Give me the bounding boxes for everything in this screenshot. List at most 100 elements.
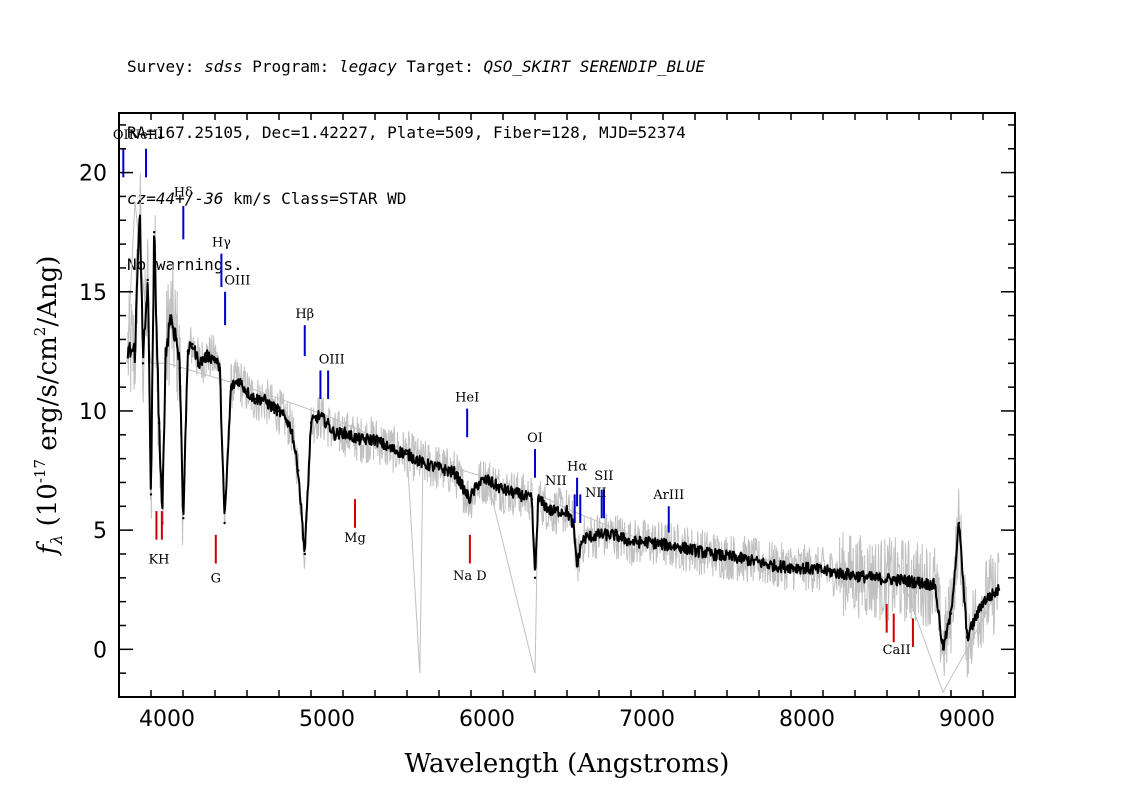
spectrum-point: [572, 524, 575, 527]
spectrum-point: [186, 350, 189, 353]
spectrum-point: [677, 545, 681, 548]
target-value: QSO_SKIRT SERENDIP_BLUE: [483, 57, 706, 76]
spectrum-point: [290, 428, 293, 432]
spectrum-point: [597, 533, 601, 537]
spectral-line-label: G: [211, 572, 221, 587]
survey-label: Survey:: [127, 57, 195, 76]
spectrum-point: [957, 521, 961, 525]
spectrum-point: [138, 200, 141, 203]
spectrum-point: [245, 390, 249, 394]
spectrum-point: [405, 452, 409, 456]
spectrum-point: [485, 478, 489, 482]
spectrum-point: [157, 421, 161, 425]
spectrum-point: [709, 552, 713, 556]
spectral-line-label: OIII: [319, 352, 345, 367]
spectral-line-label: NII: [545, 474, 567, 489]
header-line-coordinates: RA=167.25105, Dec=1.42227, Plate=509, Fi…: [127, 123, 686, 142]
axis-ticks: 4000 5000 6000 7000 8000 9000 0 5 10 15 20: [79, 113, 1015, 732]
spectral-line-label: NII: [585, 486, 607, 501]
spectrum-point: [153, 231, 156, 234]
spectral-line-label: NeIII: [129, 128, 163, 143]
class-value: km/s Class=STAR WD: [223, 189, 407, 208]
spectrum-point: [237, 378, 241, 382]
spectrum-point: [149, 493, 153, 496]
y-axis-title: fλ (10-17 erg/s/cm2/Ang): [31, 256, 66, 557]
redshift-value: cz=44+/-36: [127, 189, 224, 208]
spectrum-point: [613, 533, 617, 537]
program-label: Program:: [252, 57, 330, 76]
spectrum-point: [389, 447, 393, 451]
spectrum-point: [164, 357, 167, 360]
y-tick-label: 10: [79, 400, 107, 425]
spectrum-point: [533, 576, 537, 579]
spectrum-point: [530, 498, 533, 501]
spectrum-point: [277, 409, 281, 413]
y-tick-label: 15: [79, 281, 107, 306]
spectrum-point: [437, 467, 441, 470]
spectrum-point: [303, 552, 306, 556]
spectral-line-label: Hγ: [212, 235, 231, 250]
spectrum-point: [357, 438, 361, 441]
spectrum-point: [175, 338, 178, 341]
spectrum-point: [933, 583, 937, 587]
spectrum-point: [941, 648, 945, 651]
spectrum-point: [223, 521, 226, 525]
noise-spectrum-line: [127, 173, 1000, 678]
spectrum-point: [253, 397, 257, 401]
spectrum-point: [218, 366, 221, 370]
spectrum-point: [901, 579, 905, 582]
spectrum-point: [261, 397, 265, 401]
x-tick-label: 8000: [779, 707, 835, 732]
header-line-survey: Survey: sdss Program: legacy Target: QSO…: [127, 56, 705, 78]
spectrum-point: [575, 564, 579, 568]
spectrum-point: [197, 362, 201, 365]
y-axis-title-text: fλ (10-17 erg/s/cm2/Ang): [31, 256, 66, 557]
spectrum-point: [981, 600, 985, 603]
spectrum-point: [341, 431, 345, 434]
spectrum-point: [517, 493, 521, 496]
spectrum-point: [133, 350, 137, 353]
x-tick-label: 6000: [459, 707, 515, 732]
spectral-line-label: HeI: [455, 390, 479, 405]
spectrum-point: [501, 488, 505, 491]
spectrum-point: [549, 509, 553, 513]
spectrum-point: [869, 576, 873, 579]
x-tick-label: 4000: [139, 707, 195, 732]
spectrum-point: [205, 354, 209, 358]
spectrum-point: [580, 540, 583, 544]
spectrum-point: [468, 498, 471, 501]
spectral-line-label: Hδ: [174, 185, 193, 200]
program-value: legacy: [338, 57, 397, 76]
spectral-line-label: ArIII: [652, 488, 684, 503]
spectrum-point: [317, 414, 321, 417]
spectral-line-label: Hβ: [295, 307, 314, 322]
spectrum-point: [645, 540, 649, 544]
spectrum-point: [837, 571, 841, 575]
y-tick-label: 5: [93, 519, 107, 544]
spectrum-line: [126, 214, 1000, 651]
spectrum-layer: [126, 200, 1001, 651]
spectral-line-label: Mg: [344, 531, 366, 546]
spectrum-point: [191, 343, 194, 346]
spectral-line-label: Na D: [453, 569, 487, 584]
spectrum-point: [773, 564, 777, 568]
spectrum-point: [297, 469, 300, 472]
spectrum-point: [309, 421, 313, 425]
spectral-line-label: OIII: [224, 274, 250, 289]
spectrum-point: [949, 612, 953, 615]
survey-value: sdss: [204, 57, 243, 76]
spectral-line-label: CaII: [883, 643, 911, 658]
spectrum-point: [805, 567, 809, 570]
spectrum-point: [997, 588, 1001, 591]
spectrum-point: [565, 509, 569, 513]
spectral-line-label: Hα: [567, 460, 587, 475]
spectrum-point: [325, 421, 329, 425]
spectrum-point: [141, 362, 145, 365]
x-tick-label: 5000: [299, 707, 355, 732]
spectrum-point: [585, 536, 588, 539]
header-line-redshift: cz=44+/-36 km/s Class=STAR WD: [127, 188, 705, 210]
x-axis-title: Wavelength (Angstroms): [405, 749, 730, 779]
spectral-line-label: KH: [148, 553, 169, 568]
spectrum-point: [537, 498, 540, 501]
